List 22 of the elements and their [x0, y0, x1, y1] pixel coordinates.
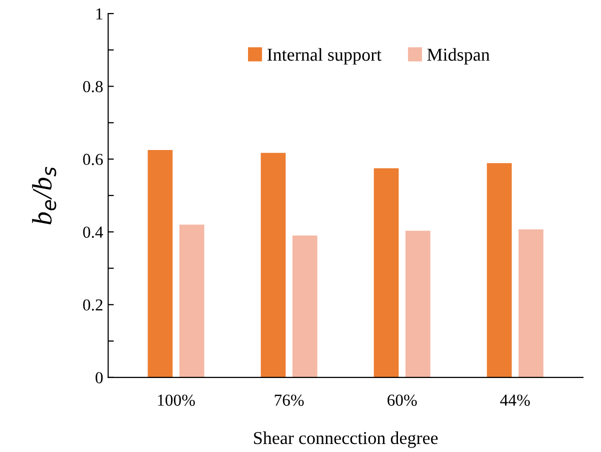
legend-label: Midspan — [427, 48, 490, 64]
bar — [179, 224, 204, 378]
x-tick-label: 76% — [274, 394, 304, 406]
x-tick-label: 100% — [158, 394, 195, 406]
legend-label: Internal support — [267, 48, 382, 64]
bar — [292, 236, 318, 378]
y-tick-label: 0 — [96, 372, 103, 384]
bar — [405, 230, 430, 378]
x-tick-label: 60% — [388, 394, 417, 406]
x-tick-label: 44% — [500, 394, 530, 406]
y-tick-label: 0.8 — [83, 81, 103, 92]
bar — [260, 152, 286, 378]
y-tick-label: 1 — [96, 8, 102, 20]
bar — [518, 229, 544, 378]
y-axis-title: b$_{e}$/b$_{s}$ — [32, 166, 56, 224]
x-axis-title: Shear connecction degree — [254, 431, 438, 448]
bar — [148, 150, 173, 378]
y-tick-label: 0.4 — [83, 226, 104, 238]
bar — [374, 168, 399, 378]
bar — [486, 163, 512, 378]
y-tick-label: 0.2 — [83, 299, 102, 311]
y-tick-label: 0.6 — [83, 154, 103, 166]
